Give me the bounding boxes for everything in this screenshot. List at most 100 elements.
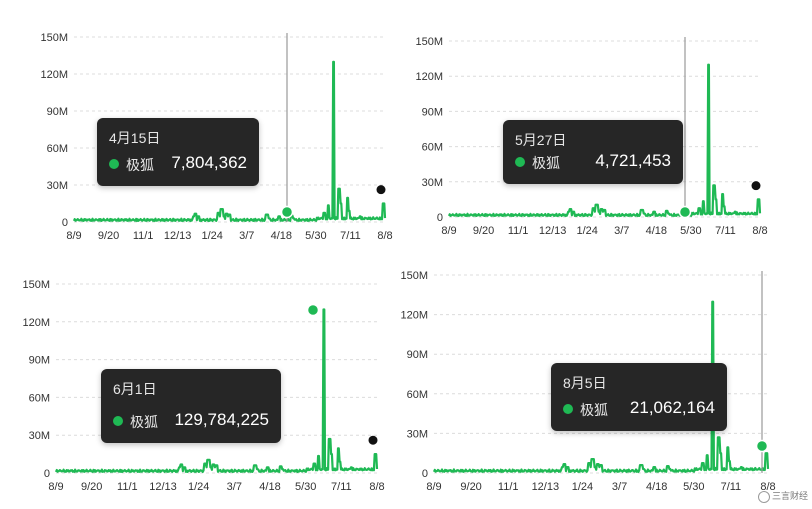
x-tick-label: 12/13: [532, 481, 560, 493]
x-tick-label: 5/30: [683, 481, 704, 493]
y-tick-label: 150M: [400, 270, 428, 282]
x-tick-label: 4/18: [259, 481, 280, 493]
x-tick-label: 11/1: [498, 481, 519, 493]
y-tick-label: 60M: [422, 142, 443, 154]
x-tick-label: 8/9: [48, 481, 63, 493]
tooltip-2: 5月27日 极狐 4,721,453: [503, 120, 683, 184]
y-tick-label: 0: [437, 212, 443, 224]
y-tick-label: 30M: [407, 428, 428, 440]
hover-marker: [306, 303, 320, 317]
tooltip-series: 极狐: [532, 155, 560, 171]
y-tick-label: 120M: [415, 71, 443, 83]
y-tick-label: 150M: [40, 32, 68, 44]
series-line-极狐: [432, 300, 770, 473]
series-dot-icon: [563, 404, 573, 414]
y-tick-label: 60M: [29, 392, 50, 404]
x-tick-label: 8/8: [752, 225, 767, 237]
x-tick-label: 1/24: [577, 225, 598, 237]
y-tick-label: 30M: [47, 180, 68, 192]
chart-svg-2: 0 30M 60M 90M 120M 150M 8/9 9/20 11/1 12/13 1/24 3/…: [415, 36, 767, 237]
hover-marker: [678, 205, 692, 219]
y-tick-label: 60M: [47, 143, 68, 155]
y-tick-label: 120M: [40, 69, 68, 81]
tooltip-series: 极狐: [580, 402, 608, 418]
x-tick-label: 9/20: [98, 230, 119, 242]
tooltip-1: 4月15日 极狐 7,804,362: [97, 118, 259, 186]
y-tick-label: 0: [44, 468, 50, 480]
tooltip-date: 6月1日: [113, 381, 157, 397]
x-tick-label: 12/13: [539, 225, 567, 237]
y-tick-label: 150M: [415, 36, 443, 48]
x-tick-label: 12/13: [164, 230, 192, 242]
x-tick-label: 11/1: [117, 481, 138, 493]
series-line-极狐: [447, 63, 762, 217]
chart-panel-2: 0 30M 60M 90M 120M 150M 8/9 9/20 11/1 12/13 1/24 3/…: [405, 0, 810, 250]
watermark-text: 三言财经: [771, 491, 808, 502]
tooltip-value: 21,062,164: [629, 398, 715, 417]
series-dot-icon: [515, 157, 525, 167]
x-tick-label: 8/9: [426, 481, 441, 493]
x-tick-label: 4/18: [271, 230, 292, 242]
x-tick-label: 1/24: [572, 481, 593, 493]
series-end-marker: [376, 185, 386, 195]
wechat-icon: [757, 491, 770, 503]
x-tick-label: 7/11: [340, 230, 361, 242]
y-tick-label: 90M: [29, 355, 50, 367]
x-tick-label: 7/11: [331, 481, 352, 493]
tooltip-date: 5月27日: [515, 132, 567, 148]
x-tick-label: 9/20: [460, 481, 481, 493]
y-tick-label: 30M: [422, 177, 443, 189]
x-tick-label: 11/1: [508, 225, 529, 237]
chart-panel-3: 0 30M 60M 90M 120M 150M 8/9 9/20 11/1 12/13 1/24 3/…: [0, 262, 400, 509]
x-tick-label: 4/18: [646, 225, 667, 237]
y-tick-label: 0: [422, 468, 428, 480]
x-tick-label: 7/11: [721, 481, 742, 493]
x-tick-label: 5/30: [305, 230, 326, 242]
watermark: 三言财经: [757, 489, 808, 503]
series-line-极狐: [72, 60, 387, 222]
x-tick-label: 12/13: [149, 481, 177, 493]
x-tick-label: 5/30: [295, 481, 316, 493]
x-tick-label: 3/7: [614, 225, 629, 237]
tooltip-4: 8月5日 极狐 21,062,164: [551, 363, 727, 431]
x-tick-label: 3/7: [227, 481, 242, 493]
x-tick-label: 9/20: [473, 225, 494, 237]
tooltip-value: 4,721,453: [595, 151, 671, 170]
x-tick-label: 8/8: [760, 481, 775, 493]
x-tick-label: 1/24: [188, 481, 209, 493]
tooltip-series: 极狐: [130, 414, 158, 430]
x-tick-label: 8/9: [441, 225, 456, 237]
y-tick-label: 30M: [29, 430, 50, 442]
x-tick-label: 7/11: [715, 225, 736, 237]
x-tick-label: 9/20: [81, 481, 102, 493]
chart-svg-1: 0 30M 60M 90M 120M 150M 8/9 9/20 11/1 12/13 1/24 3/…: [40, 32, 392, 242]
tooltip-series: 极狐: [126, 157, 154, 173]
y-tick-label: 90M: [407, 349, 428, 361]
chart-panel-1: 0 30M 60M 90M 120M 150M 8/9 9/20 11/1 12/13 1/24 3/…: [0, 0, 400, 250]
y-tick-label: 60M: [407, 389, 428, 401]
series-end-marker: [368, 435, 378, 445]
y-tick-label: 90M: [422, 106, 443, 118]
y-tick-label: 120M: [22, 317, 50, 329]
x-tick-label: 3/7: [612, 481, 627, 493]
x-tick-label: 8/9: [66, 230, 81, 242]
series-dot-icon: [109, 159, 119, 169]
hover-marker: [755, 439, 769, 453]
tooltip-value: 129,784,225: [174, 410, 269, 429]
hover-marker: [280, 205, 294, 219]
chart-panel-4: 0 30M 60M 90M 120M 150M 8/9 9/20 11/1 12/13 1/24 3/…: [395, 262, 812, 509]
tooltip-3: 6月1日 极狐 129,784,225: [101, 369, 281, 443]
series-dot-icon: [113, 416, 123, 426]
tooltip-date: 4月15日: [109, 130, 161, 146]
series-end-marker: [751, 181, 761, 191]
x-tick-label: 8/8: [369, 481, 384, 493]
tooltip-date: 8月5日: [563, 375, 607, 391]
x-tick-label: 1/24: [202, 230, 223, 242]
y-tick-label: 0: [62, 217, 68, 229]
y-tick-label: 150M: [22, 279, 50, 291]
x-tick-label: 4/18: [646, 481, 667, 493]
chart-svg-3: 0 30M 60M 90M 120M 150M 8/9 9/20 11/1 12/13 1/24 3/…: [22, 279, 384, 493]
y-tick-label: 90M: [47, 106, 68, 118]
series-line-极狐: [54, 308, 379, 473]
x-tick-label: 5/30: [680, 225, 701, 237]
